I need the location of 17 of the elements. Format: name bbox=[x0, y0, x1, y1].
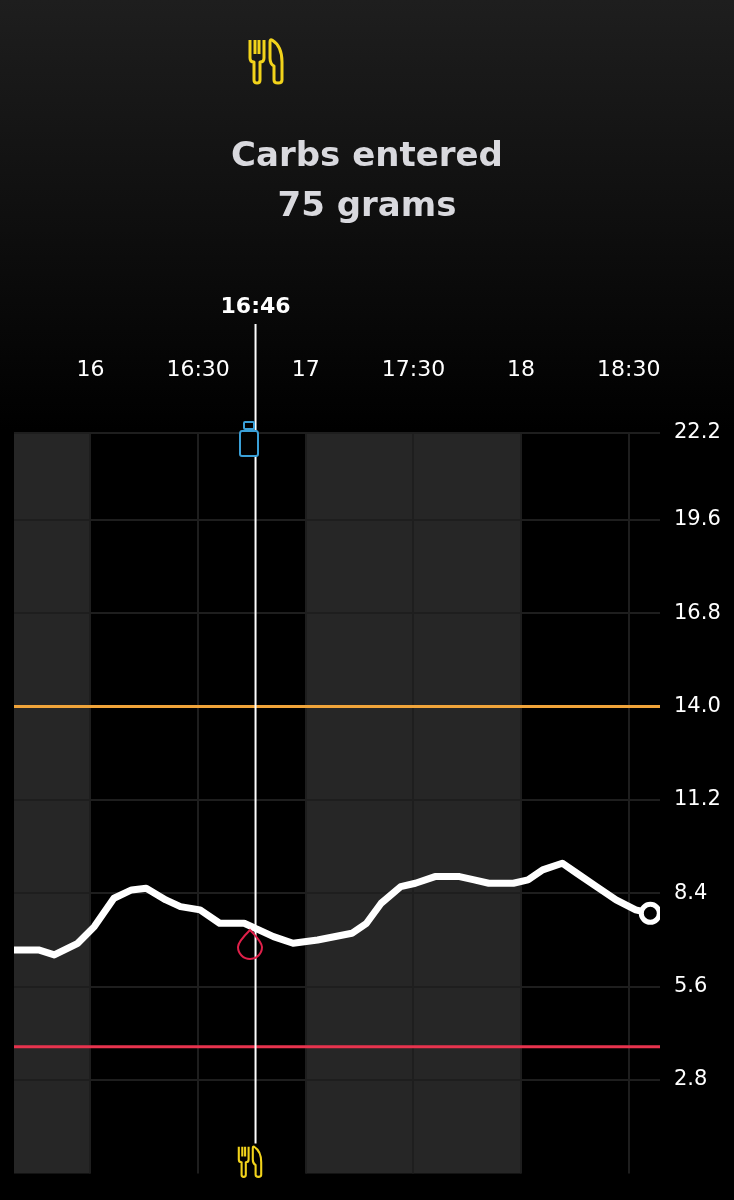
y-tick-label: 5.6 bbox=[674, 973, 708, 998]
chart-title: Carbs entered bbox=[230, 134, 504, 174]
x-tick-label: 18:30 bbox=[597, 355, 661, 381]
y-tick-label: 14.0 bbox=[674, 692, 721, 717]
x-tick-label: 16:30 bbox=[166, 355, 230, 381]
y-tick-label: 19.6 bbox=[674, 506, 721, 531]
text: 16:46 bbox=[220, 292, 291, 318]
x-tick-label: 17 bbox=[291, 355, 320, 381]
x-tick-label: 16 bbox=[76, 355, 105, 381]
y-tick-label: 2.8 bbox=[674, 1066, 708, 1091]
x-tick-label: 18 bbox=[507, 355, 536, 381]
y-tick-label: 16.8 bbox=[674, 599, 721, 624]
y-tick-label: 22.2 bbox=[674, 419, 721, 444]
x-tick-label: 17:30 bbox=[381, 355, 446, 381]
y-tick-label: 11.2 bbox=[674, 786, 721, 811]
chart-subtitle: 75 grams bbox=[276, 184, 458, 224]
y-tick-label: 8.4 bbox=[674, 879, 708, 904]
